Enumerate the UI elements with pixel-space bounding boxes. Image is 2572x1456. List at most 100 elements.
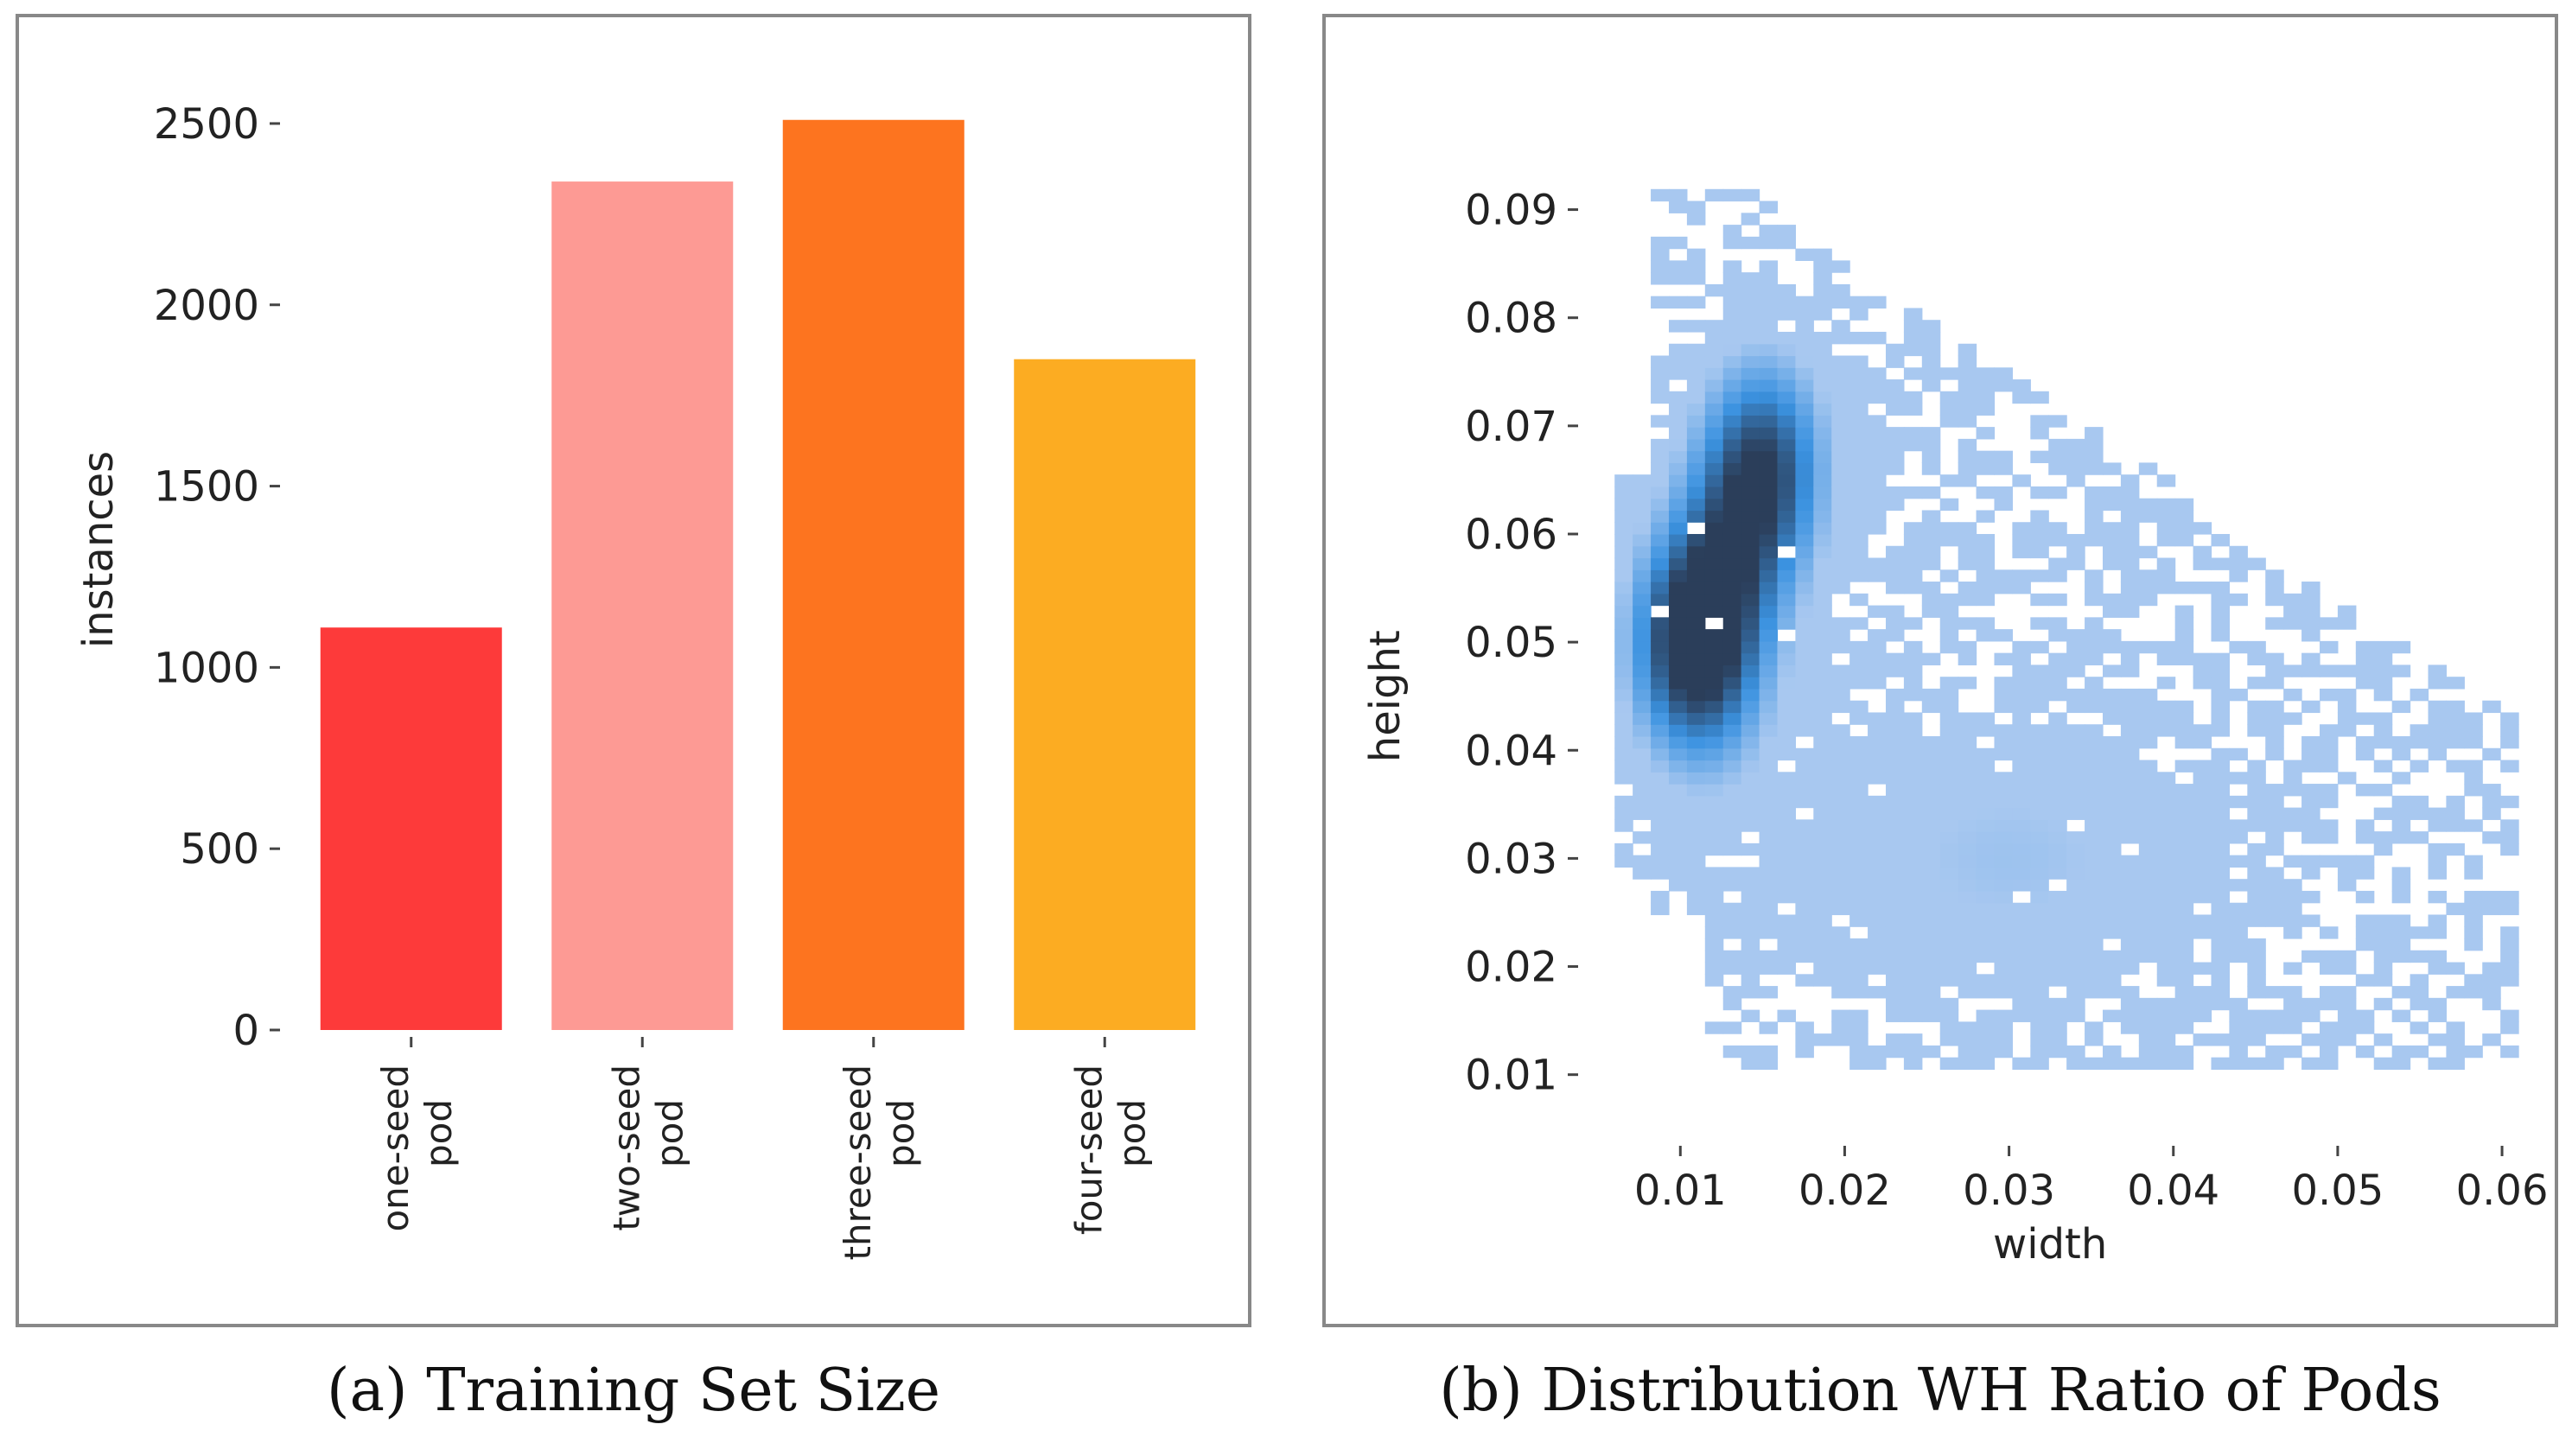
heatmap-cell [1777,664,1796,677]
heatmap-cell [2138,498,2158,512]
heatmap-cell [2102,557,2122,570]
heatmap-cell [1795,403,1814,416]
heatmap-cell [1921,914,1941,927]
heatmap-cell [2337,688,2357,702]
heatmap-cell [2446,760,2465,773]
heatmap-cell [2193,664,2212,677]
heatmap-cell [1939,522,1959,535]
heatmap-cell [1633,772,1652,785]
heatmap-cell [1831,842,1850,856]
heatmap-cell [1668,807,1688,820]
heatmap-cell [1831,296,1850,309]
heatmap-cell [2229,593,2248,607]
heatmap-cell [1868,427,1887,440]
heatmap-cell [1903,320,1923,333]
bar-chart-panel: 0 500 1000 1500 2000 2500 instances one-seed pod… [16,14,1251,1327]
heatmap-cell [1686,890,1706,904]
heatmap-cell [1813,724,1832,737]
heatmap-cell [2085,842,2104,856]
heatmap-cell [2156,1033,2176,1046]
heatmap-cell [1813,652,1832,666]
heatmap-cell [1921,986,1941,999]
heatmap-cell [1777,283,1796,297]
heatmap-cell [1903,902,1923,916]
heatmap-cell [2156,902,2176,916]
heatmap-cell [1885,403,1905,416]
heatmap-cell [1777,747,1796,761]
heatmap-cell [2211,652,2230,666]
heatmap-cell [2265,784,2284,797]
x-tick-label: 0.03 [1963,1167,2055,1215]
heatmap-cell [2446,1033,2465,1046]
heatmap-cell [1741,890,1760,904]
heatmap-cell [1958,938,1977,951]
heatmap-cell [1759,593,1779,607]
heatmap-cell [1813,879,1832,892]
heatmap-cell [1759,867,1779,880]
heatmap-cell [1868,557,1887,570]
heatmap-cell [2355,1045,2375,1059]
heatmap-cell [1994,747,2013,761]
heatmap-cell [1939,593,1959,607]
heatmap-cell [1614,735,1633,749]
heatmap-cell [2085,938,2104,951]
heatmap-cell [1976,760,1996,773]
heatmap-cell [1633,867,1652,880]
heatmap-cell [1777,688,1796,702]
heatmap-cell [2120,962,2140,975]
heatmap-cell [2283,1021,2302,1034]
heatmap-cell [2211,926,2230,939]
heatmap-cell [1903,890,1923,904]
heatmap-cell [2066,760,2085,773]
heatmap-cell [2138,510,2158,523]
heatmap-cell [1722,1021,1742,1034]
heatmap-cell [1704,320,1724,333]
heatmap-cell [1668,772,1688,785]
heatmap-cell [2048,747,2067,761]
y-tick-label: 0.03 [1465,835,1557,883]
heatmap-cell [2283,986,2302,999]
heatmap-cell [1976,367,1996,380]
heatmap-cell [2247,760,2266,773]
heatmap-cell [1903,569,1923,582]
heatmap-cell [1795,510,1814,523]
heatmap-cell [1668,831,1688,844]
heatmap-cell [1795,760,1814,773]
heatmap-cell [1903,795,1923,809]
heatmap-cell [1722,879,1742,892]
heatmap-cell [1885,569,1905,582]
heatmap-cell [2138,890,2158,904]
heatmap-cell [1704,510,1724,523]
heatmap-cell [2030,772,2049,785]
heatmap-cell [1651,415,1670,428]
heatmap-cell [2283,902,2302,916]
heatmap-cell [1994,582,2013,594]
heatmap-cell [1976,450,1996,464]
heatmap-cell [1614,772,1633,785]
heatmap-cell [1795,677,1814,690]
heatmap-cell [1976,914,1996,927]
heatmap-cell [1868,331,1887,345]
heatmap-cell [1759,807,1779,820]
heatmap-cell [1813,867,1832,880]
heatmap-cell [1651,807,1670,820]
heatmap-cell [1614,652,1633,666]
heatmap-cell [1686,867,1706,880]
heatmap-cell [2283,784,2302,797]
heatmap-cell [1868,652,1887,666]
heatmap-cell [1759,283,1779,297]
heatmap-cell [1885,890,1905,904]
heatmap-cell [2283,879,2302,892]
heatmap-cell [1849,890,1869,904]
heatmap-cell [2301,664,2321,677]
heatmap-cell [1741,462,1760,475]
heatmap-cell [1668,355,1688,368]
heatmap-cell [1741,557,1760,570]
heatmap-cell [1976,379,1996,392]
heatmap-cell [1939,712,1959,725]
heatmap-cell [1633,831,1652,844]
heatmap-cell [1668,522,1688,535]
heatmap-cell [2085,688,2104,702]
heatmap-cell [2138,582,2158,594]
heatmap-cell [2211,712,2230,725]
